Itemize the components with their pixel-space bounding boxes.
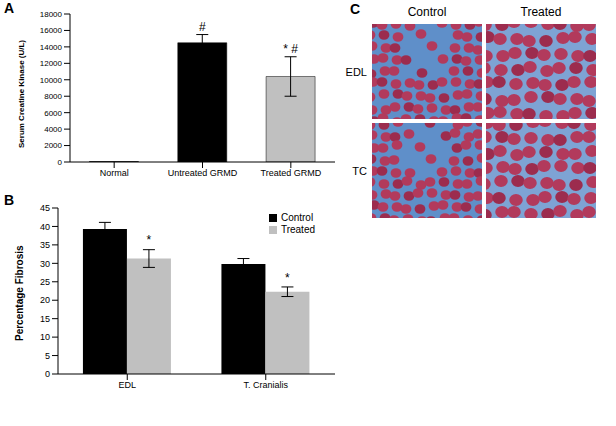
- svg-text:18000: 18000: [40, 10, 63, 19]
- html-text:B: B: [4, 192, 15, 208]
- svg-text:EDL: EDL: [118, 380, 136, 390]
- svg-text:6000: 6000: [44, 109, 62, 118]
- svg-text:10: 10: [40, 332, 50, 342]
- svg-text:10000: 10000: [40, 76, 63, 85]
- svg-text:40: 40: [40, 222, 50, 232]
- svg-text:8000: 8000: [44, 92, 62, 101]
- html-text:A: A: [4, 0, 15, 16]
- svg-text:C: C: [350, 1, 360, 17]
- svg-text:20: 20: [40, 295, 50, 305]
- svg-text:16000: 16000: [40, 26, 63, 35]
- svg-text:14000: 14000: [40, 43, 63, 52]
- html-text:Treated: Treated: [280, 224, 315, 235]
- svg-text:0: 0: [45, 369, 50, 379]
- html-text:Control: Control: [280, 212, 314, 223]
- svg-text:30: 30: [40, 259, 50, 269]
- svg-text:4000: 4000: [44, 125, 62, 134]
- svg-text:Serum Creatine Kinase (U/L): Serum Creatine Kinase (U/L): [17, 40, 26, 148]
- svg-text:Treated: Treated: [521, 5, 562, 19]
- svg-text:Control: Control: [408, 5, 447, 19]
- svg-text:0: 0: [58, 158, 63, 167]
- svg-text:*: *: [147, 233, 152, 247]
- svg-text:*: *: [285, 271, 290, 285]
- svg-text:Percentage Fibrosis: Percentage Fibrosis: [14, 245, 25, 341]
- svg-text:Normal: Normal: [100, 168, 129, 178]
- svg-text:2000: 2000: [44, 141, 62, 150]
- svg-text:25: 25: [40, 277, 50, 287]
- svg-text:Treated GRMD: Treated GRMD: [260, 168, 321, 178]
- svg-text:#: #: [199, 20, 206, 34]
- svg-text:EDL: EDL: [346, 66, 367, 78]
- svg-text:45: 45: [40, 203, 50, 213]
- svg-text:12000: 12000: [40, 59, 63, 68]
- svg-text:15: 15: [40, 314, 50, 324]
- svg-text:TC: TC: [352, 165, 367, 177]
- svg-text:5: 5: [45, 351, 50, 361]
- svg-text:35: 35: [40, 240, 50, 250]
- svg-text:* #: * #: [283, 42, 298, 56]
- svg-text:Untreated GRMD: Untreated GRMD: [168, 168, 238, 178]
- svg-text:T. Cranialis: T. Cranialis: [243, 380, 288, 390]
